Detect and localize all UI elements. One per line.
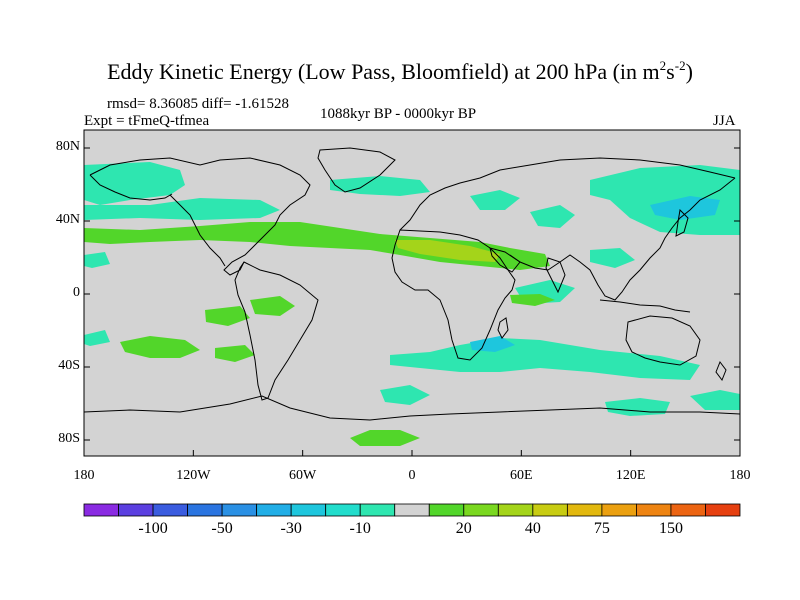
colorbar-label: 150 <box>658 520 683 537</box>
colorbar-swatch <box>670 503 706 517</box>
colorbar <box>83 503 741 517</box>
x-tick-label: 60E <box>510 468 533 483</box>
colorbar-swatch <box>118 503 154 517</box>
x-tick-label: 180 <box>729 468 751 483</box>
y-tick-label: 80N <box>55 139 80 154</box>
x-tick-label: 0 <box>408 468 416 483</box>
coastlines <box>84 147 740 421</box>
colorbar-swatch <box>566 503 603 517</box>
colorbar-swatch <box>187 503 223 517</box>
colorbar-label: -100 <box>138 520 168 537</box>
colorbar-swatch <box>359 503 396 517</box>
colorbar-swatch <box>256 503 292 517</box>
colorbar-swatch <box>83 503 119 517</box>
colorbar-swatch <box>428 503 465 517</box>
colorbar-label: 75 <box>593 520 610 537</box>
colorbar-swatch <box>497 503 534 517</box>
y-tick-label: 0 <box>73 285 80 300</box>
y-tick-label: 80S <box>58 431 80 446</box>
colorbar-swatch <box>290 503 327 517</box>
y-tick-label: 40N <box>55 212 80 227</box>
colorbar-label: 40 <box>524 520 541 537</box>
colorbar-swatch <box>463 503 499 517</box>
colorbar-label: -30 <box>280 520 302 537</box>
colorbar-swatch <box>394 503 430 517</box>
colorbar-label: -10 <box>349 520 371 537</box>
stats-label: rmsd= 8.36085 diff= -1.61528 <box>107 96 290 112</box>
colorbar-swatch <box>636 503 672 517</box>
x-tick-label: 180 <box>73 468 95 483</box>
colorbar-label: -50 <box>211 520 233 537</box>
experiment-label: Expt = tFmeQ-tfmea <box>84 113 210 129</box>
x-tick-label: 60W <box>289 468 317 483</box>
colorbar-swatch <box>705 503 741 517</box>
colorbar-swatch <box>325 503 361 517</box>
axis-ticks <box>83 147 741 456</box>
colorbar-swatch <box>221 503 258 517</box>
x-tick-label: 120W <box>176 468 211 483</box>
colorbar-swatch <box>532 503 568 517</box>
x-tick-label: 120E <box>615 468 646 483</box>
y-tick-label: 40S <box>58 358 80 373</box>
colorbar-swatch <box>152 503 188 517</box>
period-label: 1088kyr BP - 0000kyr BP <box>320 106 477 122</box>
map-title: Eddy Kinetic Energy (Low Pass, Bloomfiel… <box>107 58 693 84</box>
colorbar-label: 20 <box>455 520 472 537</box>
colorbar-swatch <box>601 503 637 517</box>
season-label: JJA <box>713 113 736 129</box>
